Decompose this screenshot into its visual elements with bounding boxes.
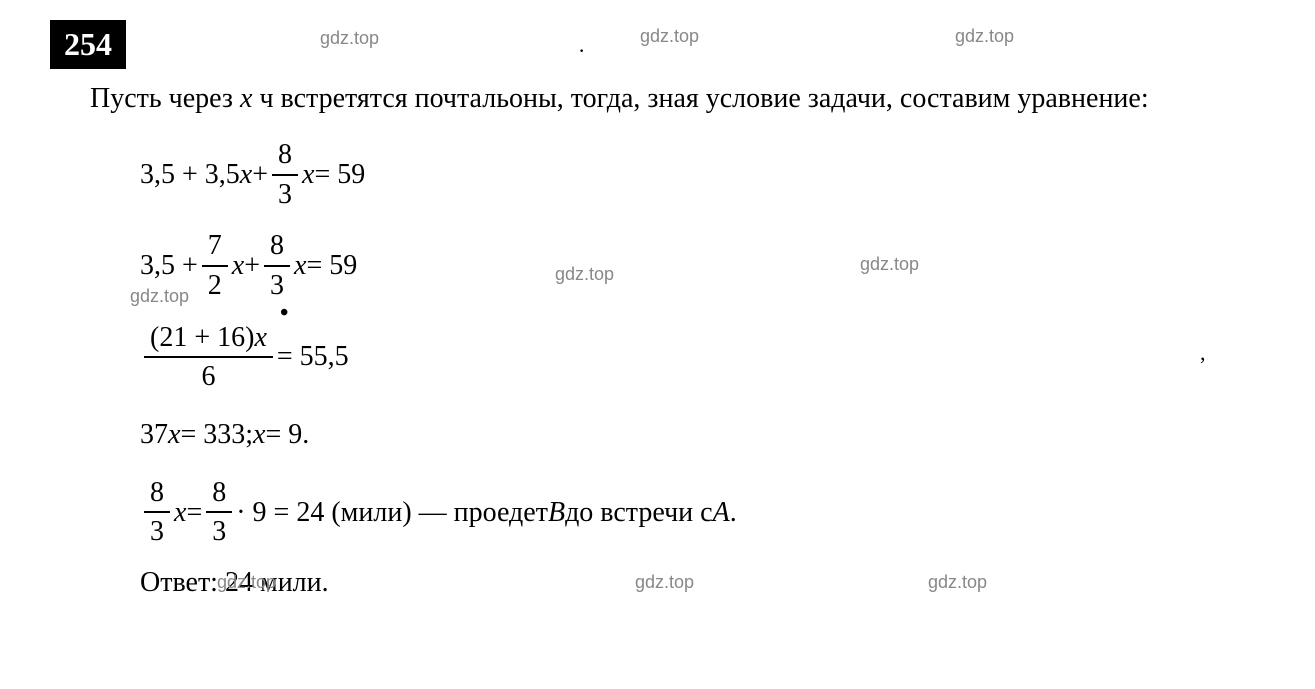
watermark: gdz.top	[955, 26, 1014, 47]
f2-plus: +	[244, 249, 260, 283]
f5-frac2: 8 3	[206, 476, 232, 549]
f5-dot: .	[730, 496, 737, 530]
f5-frac1-num: 8	[144, 476, 170, 514]
f5-eq: =	[186, 496, 202, 530]
f4-var1: x	[168, 418, 180, 452]
f3-frac-den: 6	[195, 358, 221, 394]
answer-value: 24 мили.	[225, 567, 329, 598]
f3-num-paren: (21 + 16)	[150, 322, 254, 353]
f4-var2: x	[253, 418, 265, 452]
problem-statement: Пусть через x ч встретятся почтальоны, т…	[50, 79, 1265, 118]
f5-frac2-den: 3	[206, 513, 232, 549]
watermark: gdz.top	[320, 28, 379, 49]
f1-a: 3,5 + 3,5	[140, 158, 240, 192]
answer-label: Ответ:	[140, 567, 225, 598]
f5-text: до встречи с	[565, 496, 713, 530]
answer-line: Ответ: 24 мили.	[140, 567, 1265, 599]
f1-frac-num: 8	[272, 138, 298, 176]
formula-line-1: 3,5 + 3,5x + 8 3 x = 59	[140, 138, 1265, 211]
f5-A: A	[713, 496, 730, 530]
problem-text-2: ч встретятся почтальоны, тогда, зная усл…	[252, 83, 1148, 114]
f5-mul: · 9 = 24 (мили) — проедет	[236, 496, 548, 530]
f2-frac2-den: 3	[264, 267, 290, 303]
f3-frac: (21 + 16)x 6	[144, 321, 273, 394]
f5-frac2-num: 8	[206, 476, 232, 514]
f1-eq: = 59	[314, 158, 365, 192]
f5-frac1-den: 3	[144, 513, 170, 549]
f1-var2: x	[302, 158, 314, 192]
f2-a: 3,5 +	[140, 249, 198, 283]
problem-var: x	[240, 83, 252, 114]
problem-number-badge: 254	[50, 20, 126, 69]
formula-line-2: 3,5 + 7 2 x + 8 3 x = 59	[140, 229, 1265, 302]
stray-dot-1: ·	[578, 38, 585, 64]
f3-num-var: x	[254, 322, 266, 353]
f2-frac1-den: 2	[202, 267, 228, 303]
f2-var1: x	[232, 249, 244, 283]
formula-block: 3,5 + 3,5x + 8 3 x = 59 3,5 + 7 2 x + 8 …	[140, 138, 1265, 549]
f4-a: 37	[140, 418, 168, 452]
stray-dot-2: •	[280, 300, 288, 327]
f2-frac1-num: 7	[202, 229, 228, 267]
f4-eq1: = 333;	[180, 418, 253, 452]
f3-frac-num: (21 + 16)x	[144, 321, 273, 359]
f1-frac: 8 3	[272, 138, 298, 211]
f5-B: B	[548, 496, 565, 530]
problem-text-1: Пусть через	[90, 83, 240, 114]
f5-frac1: 8 3	[144, 476, 170, 549]
f2-eq: = 59	[306, 249, 357, 283]
watermark: gdz.top	[640, 26, 699, 47]
formula-line-4: 37x = 333; x = 9.	[140, 412, 1265, 458]
f3-eq: = 55,5	[277, 340, 349, 374]
f2-var2: x	[294, 249, 306, 283]
f1-frac-den: 3	[272, 176, 298, 212]
f2-frac1: 7 2	[202, 229, 228, 302]
formula-line-5: 8 3 x = 8 3 · 9 = 24 (мили) — проедет B …	[140, 476, 1265, 549]
f2-frac2-num: 8	[264, 229, 290, 267]
stray-dot-3: ,	[1200, 340, 1206, 366]
formula-line-3: (21 + 16)x 6 = 55,5	[140, 321, 1265, 394]
f1-var: x	[240, 158, 252, 192]
f5-var: x	[174, 496, 186, 530]
f2-frac2: 8 3	[264, 229, 290, 302]
f1-plus: +	[252, 158, 268, 192]
f4-eq2: = 9.	[265, 418, 309, 452]
